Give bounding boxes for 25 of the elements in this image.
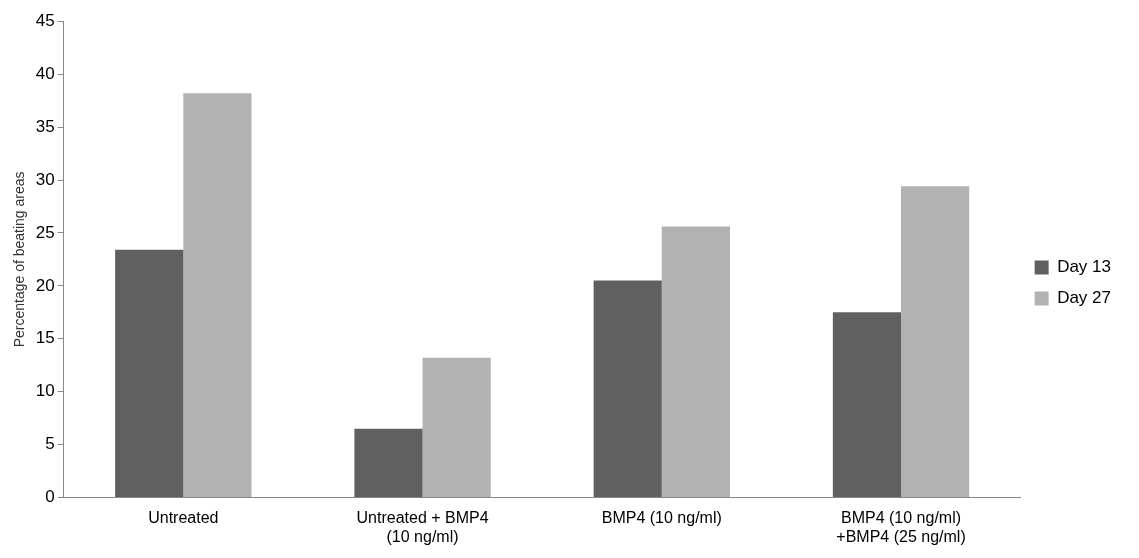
y-tick-label: 15 (35, 328, 55, 348)
x-tick-label: Untreated + BMP4 (10 ng/ml) (356, 508, 489, 545)
y-tick-label: 35 (35, 116, 55, 136)
y-tick-label: 10 (35, 381, 55, 401)
bar (422, 357, 491, 498)
bar (354, 428, 423, 498)
y-tick-label: 40 (35, 63, 55, 83)
x-tick-label: Untreated (148, 508, 219, 526)
bar (832, 312, 902, 498)
y-tick-label: 5 (45, 434, 55, 454)
legend-label: Day 13 (1057, 257, 1112, 277)
y-tick-label: 45 (35, 10, 55, 30)
y-axis-title: Percentage of beating areas (11, 171, 28, 348)
y-tick-label: 30 (35, 169, 55, 189)
bar (661, 226, 730, 498)
y-tick-label: 25 (35, 222, 55, 242)
bar (901, 186, 970, 498)
bar (593, 280, 662, 498)
x-tick-label: BMP4 (10 ng/ml) (601, 508, 722, 526)
legend-label: Day 27 (1057, 288, 1112, 308)
x-tick-label: BMP4 (10 ng/ml) +BMP4 (25 ng/ml) (836, 508, 966, 545)
y-tick-label: 0 (45, 487, 55, 507)
bar (115, 249, 184, 498)
y-tick-label: 20 (35, 275, 55, 295)
bar (183, 93, 252, 498)
